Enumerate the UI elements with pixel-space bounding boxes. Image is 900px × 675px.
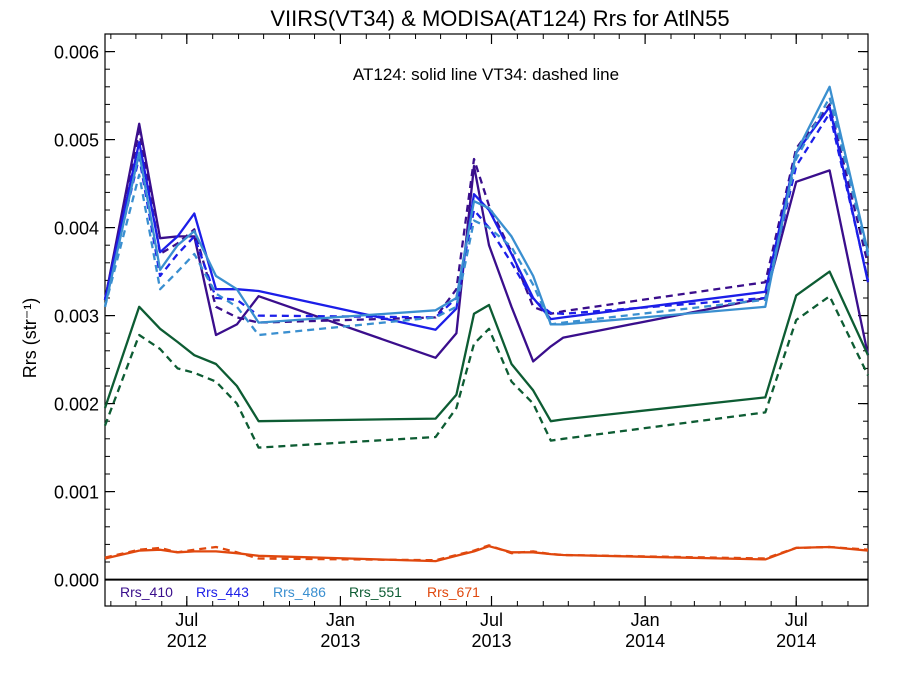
x-tick-month-label: Jul	[785, 610, 808, 630]
series-rrs-486-vt34-dashed-line	[103, 96, 870, 337]
series-rrs-551-vt34-dashed-line	[103, 295, 870, 449]
legend-entry-rrs-486: Rrs_486	[273, 584, 326, 600]
y-tick-label: 0.004	[54, 219, 99, 239]
x-tick-month-label: Jul	[175, 610, 198, 630]
chart-title: VIIRS(VT34) & MODISA(AT124) Rrs for AtlN…	[270, 6, 729, 31]
y-tick-label: 0.005	[54, 131, 99, 151]
series-rrs-551-at124-solid-line	[103, 270, 870, 423]
legend-entry-rrs-551: Rrs_551	[349, 584, 402, 600]
x-tick-month-label: Jul	[480, 610, 503, 630]
legend-entry-rrs-410: Rrs_410	[120, 584, 173, 600]
plot-area: 0.0000.0010.0020.0030.0040.0050.006Jul20…	[54, 33, 870, 651]
plot-frame	[104, 33, 869, 607]
series-rrs-410-at124-solid-line	[103, 122, 870, 363]
y-tick-label: 0.002	[54, 395, 99, 415]
x-tick-year-label: 2012	[167, 631, 207, 651]
x-tick-month-label: Jan	[631, 610, 660, 630]
x-tick-year-label: 2013	[320, 631, 360, 651]
y-tick-label: 0.000	[54, 571, 99, 591]
x-tick-year-label: 2014	[776, 631, 816, 651]
y-tick-label: 0.001	[54, 483, 99, 503]
legend-entry-rrs-443: Rrs_443	[196, 584, 249, 600]
series-rrs-671-at124-solid-line	[104, 545, 869, 563]
y-tick-label: 0.006	[54, 43, 99, 63]
line-style-annotation: AT124: solid line VT34: dashed line	[353, 65, 619, 84]
x-tick-month-label: Jan	[326, 610, 355, 630]
y-axis-label: Rrs (str⁻¹)	[20, 298, 40, 378]
x-tick-year-label: 2013	[471, 631, 511, 651]
x-tick-year-label: 2014	[625, 631, 665, 651]
series-rrs-443-vt34-dashed-line	[103, 112, 870, 319]
series-rrs-486-at124-solid-line	[103, 85, 870, 326]
series-rrs-410-vt34-dashed-line	[103, 103, 870, 324]
y-tick-label: 0.003	[54, 307, 99, 327]
legend-entry-rrs-671: Rrs_671	[427, 584, 480, 600]
